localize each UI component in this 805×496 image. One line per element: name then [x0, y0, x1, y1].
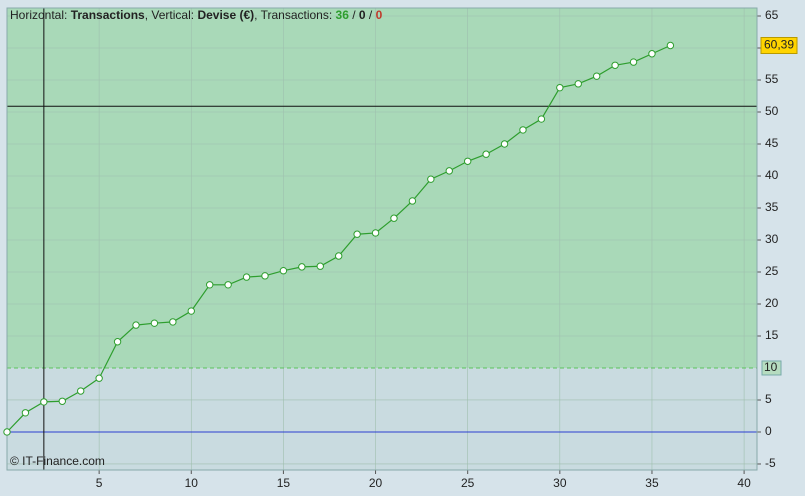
value-label: 60,39	[764, 38, 794, 52]
x-tick-label: 15	[277, 476, 291, 490]
point	[427, 175, 435, 183]
x-tick-label: 30	[553, 476, 567, 490]
zone-below	[7, 367, 757, 470]
point	[592, 72, 601, 80]
count: 0	[376, 8, 383, 22]
y-tick-label: 35	[765, 200, 779, 214]
plot-area: -505152025303540455055606551015202530354…	[3, 7, 798, 490]
y-tick-label: 45	[765, 136, 779, 150]
y-axis-title: Devise (€)	[197, 8, 254, 22]
point	[95, 374, 103, 382]
point	[445, 167, 453, 175]
watermark: © IT-Finance.com	[10, 454, 105, 468]
header-label: Vertical:	[151, 8, 194, 22]
point	[242, 273, 251, 281]
point	[629, 58, 638, 66]
y-tick-label: 5	[765, 392, 772, 406]
y-tick-label: 50	[765, 104, 779, 118]
point	[666, 41, 675, 50]
x-tick-label: 25	[461, 476, 475, 490]
point	[537, 115, 546, 123]
y-tick-label: 25	[765, 264, 779, 278]
point	[3, 428, 11, 436]
y-tick-label: 15	[765, 328, 779, 342]
point	[206, 281, 214, 289]
point	[40, 398, 48, 406]
y-tick-label: 40	[765, 168, 779, 182]
y-tick-label: 20	[765, 296, 779, 310]
point	[169, 318, 177, 326]
plot-border	[6, 7, 758, 471]
point	[390, 214, 398, 222]
count: 0	[359, 8, 366, 22]
value-label-box	[760, 37, 798, 55]
point	[77, 387, 85, 395]
point	[21, 409, 30, 417]
point	[574, 80, 582, 88]
header-label: Transactions:	[261, 8, 333, 22]
point	[463, 157, 472, 165]
x-tick-label: 40	[737, 476, 751, 490]
x-tick-label: 20	[369, 476, 383, 490]
point	[408, 197, 417, 205]
point	[500, 140, 509, 148]
header: Horizontal: Transactions, Vertical: Devi…	[10, 8, 383, 22]
point	[298, 263, 306, 271]
threshold-label: 10	[764, 360, 778, 374]
x-tick-label: 35	[645, 476, 659, 490]
point	[556, 83, 564, 92]
zone-above	[7, 8, 757, 368]
point	[316, 262, 324, 270]
y-tick-label: -5	[765, 456, 776, 470]
count: 36	[336, 8, 350, 22]
threshold-label-box	[761, 360, 782, 376]
point	[371, 229, 380, 237]
y-tick-label: 30	[765, 232, 779, 246]
x-tick-label: 10	[185, 476, 199, 490]
y-tick-label: 55	[765, 72, 779, 86]
point	[113, 338, 122, 346]
point	[187, 307, 195, 315]
y-tick-label: 0	[765, 424, 772, 438]
point	[482, 150, 490, 158]
header-label: Horizontal:	[10, 8, 67, 22]
point	[224, 281, 232, 289]
point	[58, 397, 66, 405]
x-axis-title: Transactions	[71, 8, 145, 22]
point	[519, 126, 527, 134]
point	[279, 267, 288, 275]
x-tick-label: 5	[96, 476, 103, 490]
point	[648, 50, 656, 58]
y-tick-label: 65	[765, 8, 779, 22]
point	[261, 272, 269, 280]
point	[150, 319, 159, 327]
point	[611, 61, 619, 69]
point	[353, 230, 361, 238]
point	[334, 252, 343, 260]
point	[132, 321, 140, 329]
